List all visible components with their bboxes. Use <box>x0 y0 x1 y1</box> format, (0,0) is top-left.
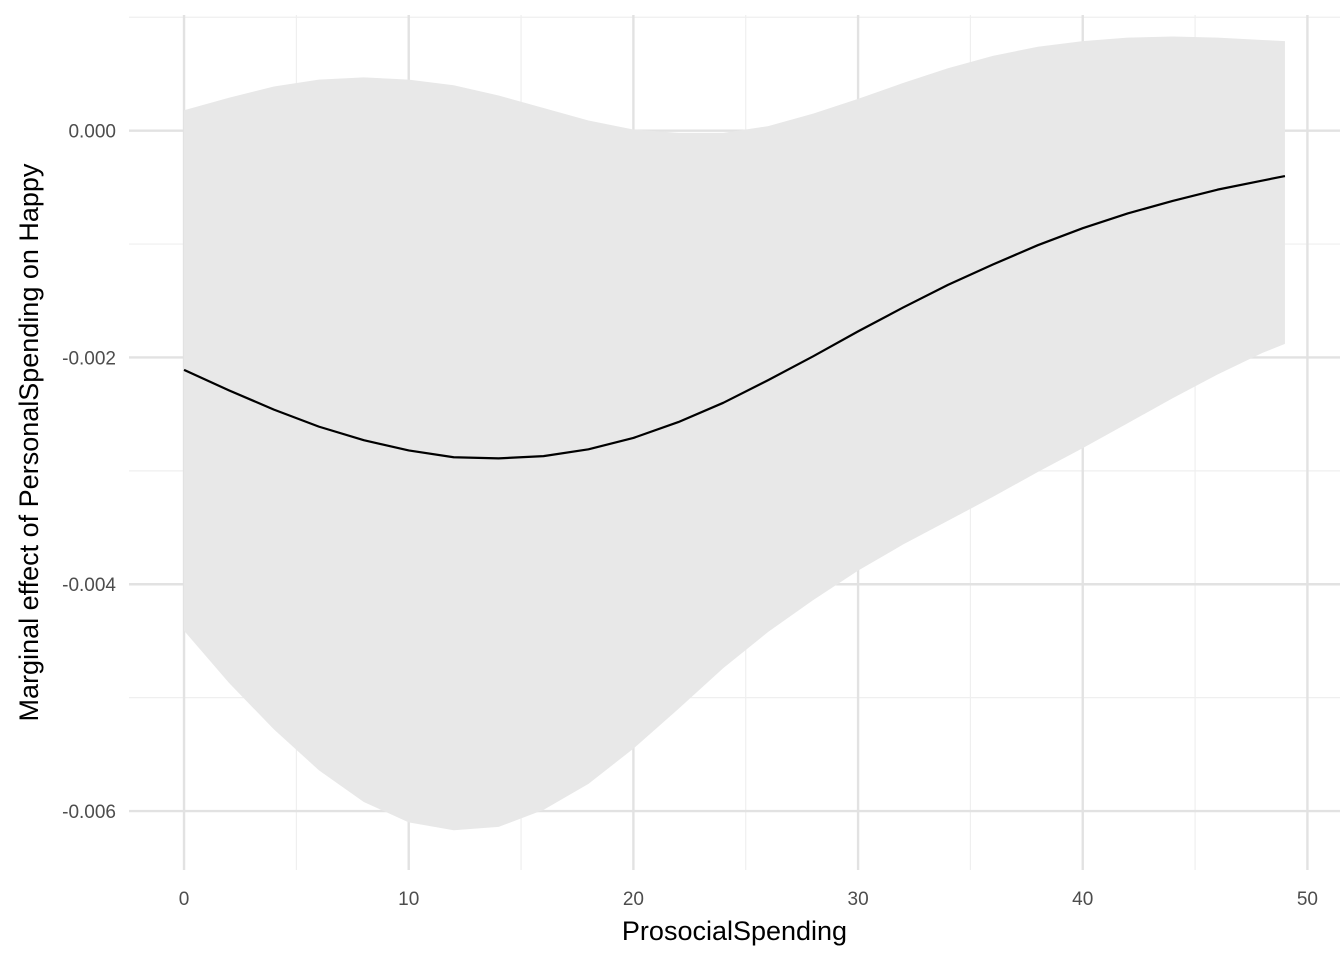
y-axis-tick-labels: -0.006 -0.004 -0.002 0.000 <box>62 122 116 823</box>
y-axis-title: Marginal effect of PersonalSpending on H… <box>14 163 44 721</box>
x-tick-label: 0 <box>179 889 190 910</box>
estimate-line <box>183 174 1286 460</box>
confidence-ribbon <box>184 36 1285 831</box>
y-tick-label: -0.004 <box>62 575 116 596</box>
x-axis-tick-labels: 0 10 20 30 40 50 <box>179 889 1318 910</box>
x-tick-label: 50 <box>1297 889 1318 910</box>
x-tick-label: 40 <box>1072 889 1093 910</box>
x-axis-title: ProsocialSpending <box>622 916 847 946</box>
y-tick-label: -0.006 <box>62 802 116 823</box>
y-tick-label: 0.000 <box>68 122 116 143</box>
x-tick-label: 20 <box>623 889 644 910</box>
y-tick-label: -0.002 <box>62 348 116 369</box>
x-tick-label: 10 <box>398 889 419 910</box>
x-tick-label: 30 <box>848 889 869 910</box>
